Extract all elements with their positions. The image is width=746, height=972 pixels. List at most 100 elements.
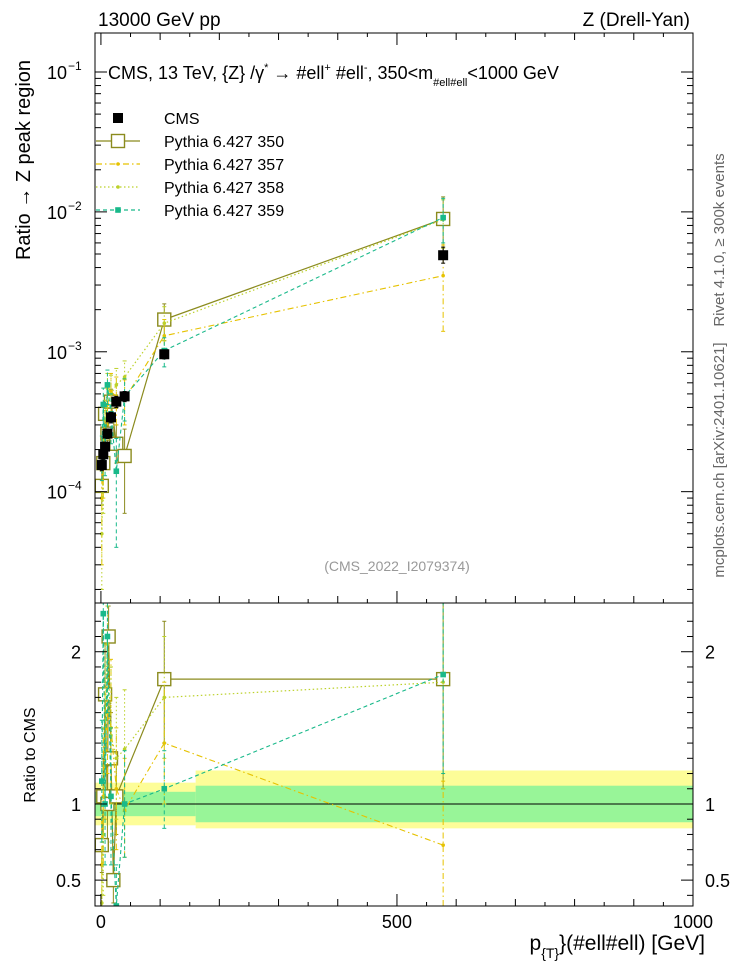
legend-marker-cms [113, 113, 123, 123]
ratio-point-pythia-6-427-358-1 [101, 832, 106, 837]
ratio-band-layer [95, 770, 693, 829]
xlabel-sub: {T} [541, 945, 559, 961]
main-series-layer [95, 196, 451, 590]
ratio-point-pythia-6-427-359-8 [440, 671, 446, 678]
legend-entry-pythia-6-427-350: Pythia 6.427 350 [96, 133, 284, 151]
title-part-b: → #ell [268, 63, 324, 83]
main-ylabel: Ratio → Z peak region [13, 60, 35, 260]
main-point-pythia-6-427-350-6 [117, 448, 132, 464]
ratio-ytick-label-right-0: 0.5 [705, 871, 730, 891]
ratio-xtick-label-2: 1000 [673, 912, 713, 932]
title-part-e: <1000 GeV [467, 63, 559, 83]
xlabel-main: p [530, 932, 542, 955]
main-point-cms-1 [98, 449, 109, 460]
ratio-point-pythia-6-427-359-5 [113, 903, 120, 906]
ratio-ytick-label-right-1: 1 [705, 795, 715, 815]
legend-label-cms: CMS [164, 111, 200, 128]
main-ytick-label-1: 10 [47, 203, 67, 223]
legend-marker-pythia-6-427-359 [115, 207, 121, 213]
ratio-frame [94, 602, 694, 907]
main-ytick-exp-0: −1 [68, 59, 82, 73]
ratio-point-pythia-6-427-350-8 [157, 671, 172, 687]
main-point-cms-8 [438, 250, 449, 261]
ratio-pythia-6-427-358 [99, 603, 446, 906]
legend-entry-pythia-6-427-359: Pythia 6.427 359 [96, 203, 284, 220]
main-point-cms-3 [102, 428, 113, 439]
legend-label-pythia-6-427-359: Pythia 6.427 359 [164, 203, 284, 220]
ratio-ytick-label-right-2: 2 [705, 643, 715, 663]
title-part-c: #ell [331, 63, 364, 83]
ratio-pythia-6-427-359 [99, 603, 446, 906]
ratio-ytick-label-left-2: 2 [71, 643, 81, 663]
mcplots-label: mcplots.cern.ch [arXiv:2401.10621] [711, 342, 728, 577]
header-left: 13000 GeV pp [98, 10, 221, 31]
main-point-pythia-6-427-358-5 [114, 383, 119, 387]
main-pythia-6-427-357 [99, 244, 446, 566]
ratio-xtick-label-1: 500 [382, 912, 412, 932]
legend-label-pythia-6-427-357: Pythia 6.427 357 [164, 157, 284, 174]
plot-title: CMS, 13 TeV, {Z} /γ* → #ell+ #ell-, 350<… [108, 62, 559, 89]
ratio-point-pythia-6-427-357-5 [114, 786, 119, 791]
rivet-label: Rivet 4.1.0, ≥ 300k events [711, 153, 728, 326]
title-sub-d: #ell#ell [433, 77, 467, 89]
main-point-pythia-6-427-358-6 [122, 375, 127, 379]
ratio-point-pythia-6-427-357-7 [162, 741, 167, 745]
main-point-cms-5 [111, 396, 122, 407]
ratio-xlabel: p{T}}(#ell#ell) [GeV] [530, 932, 706, 961]
header-right: Z (Drell-Yan) [583, 10, 690, 31]
main-line-pythia-6-427-359 [101, 217, 444, 472]
main-ytick-label-3: 10 [47, 483, 67, 503]
ratio-ylabel: Ratio to CMS [22, 707, 39, 802]
title-sup-b: + [324, 62, 330, 74]
legend-marker-pythia-6-427-357 [116, 162, 120, 166]
ratio-point-pythia-6-427-359-1 [100, 610, 107, 617]
ratio-point-pythia-6-427-359-4 [108, 793, 114, 800]
ratio-point-pythia-6-427-357-8 [441, 843, 445, 847]
xlabel-rest: }(#ell#ell) [GeV] [559, 932, 705, 955]
legend: CMS Pythia 6.427 350 Pythia 6.427 357 Pythi… [96, 111, 284, 220]
title-part-d: , 350<m [368, 63, 434, 83]
legend-label-pythia-6-427-350: Pythia 6.427 350 [164, 134, 284, 151]
main-point-pythia-6-427-359-1 [100, 401, 107, 408]
ratio-point-pythia-6-427-359-6 [121, 801, 128, 807]
ratio-point-pythia-6-427-358-6 [122, 747, 127, 751]
ratio-point-pythia-6-427-359-3 [104, 633, 111, 640]
main-ytick-exp-2: −3 [68, 339, 82, 353]
ratio-series-layer [95, 603, 451, 906]
ratio-point-pythia-6-427-359-7 [161, 785, 168, 792]
main-line-pythia-6-427-350 [101, 218, 444, 486]
main-pythia-6-427-359 [99, 197, 446, 548]
main-pythia-6-427-350 [95, 196, 451, 514]
legend-label-pythia-6-427-358: Pythia 6.427 358 [164, 180, 284, 197]
title-part-a: CMS, 13 TeV, {Z} /γ [108, 63, 264, 83]
legend-marker-pythia-6-427-358 [116, 185, 120, 189]
ratio-point-pythia-6-427-359-0 [99, 778, 105, 784]
legend-entry-cms: CMS [113, 111, 200, 128]
main-point-cms-2 [100, 441, 111, 452]
main-ytick-exp-3: −4 [68, 479, 82, 493]
analysis-watermark: (CMS_2022_I2079374) [324, 558, 470, 574]
main-ytick-exp-1: −2 [68, 199, 82, 213]
main-point-pythia-6-427-359-5 [113, 468, 120, 475]
main-pythia-6-427-358 [99, 199, 446, 590]
ratio-line-pythia-6-427-350 [101, 636, 444, 881]
main-point-cms-7 [159, 349, 170, 360]
ratio-ytick-label-left-1: 1 [71, 795, 81, 815]
main-point-pythia-6-427-358-7 [162, 321, 167, 326]
ratio-xtick-label-0: 0 [96, 912, 106, 932]
legend-entry-pythia-6-427-358: Pythia 6.427 358 [96, 180, 284, 197]
ratio-point-pythia-6-427-358-7 [162, 695, 167, 700]
main-ytick-label-2: 10 [47, 343, 67, 363]
main-cms [96, 246, 449, 471]
main-point-pythia-6-427-357-8 [441, 273, 445, 278]
main-ytick-label-0: 10 [47, 63, 67, 83]
title-sup-a: * [264, 62, 269, 74]
main-point-cms-4 [105, 412, 116, 423]
main-point-pythia-6-427-359-8 [440, 214, 446, 221]
ratio-pythia-6-427-350 [95, 603, 451, 904]
main-line-pythia-6-427-358 [101, 219, 444, 534]
ratio-point-pythia-6-427-358-5 [114, 756, 119, 761]
legend-entry-pythia-6-427-357: Pythia 6.427 357 [96, 157, 284, 174]
